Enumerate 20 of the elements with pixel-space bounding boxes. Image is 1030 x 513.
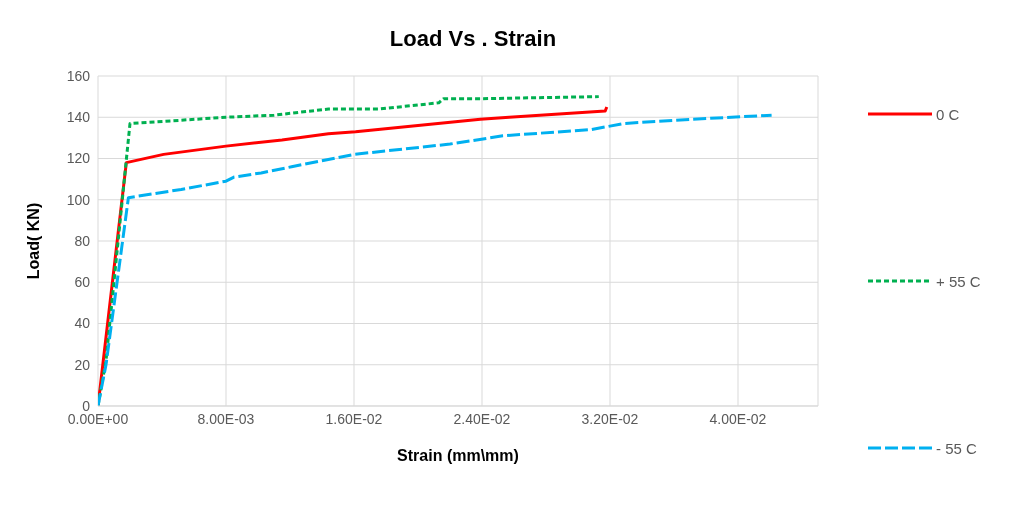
x-tick-label: 1.60E-02 [325, 410, 383, 427]
y-tick-label: 160 [66, 67, 91, 84]
legend-label: - 55 C [936, 439, 977, 457]
x-tick-label: 3.20E-02 [581, 410, 639, 427]
x-tick-label: 2.40E-02 [453, 410, 511, 427]
x-tick-label: 4.00E-02 [709, 410, 767, 427]
x-tick-label: 8.00E-03 [197, 410, 255, 427]
y-tick-label: 140 [66, 109, 91, 126]
y-tick-label: 20 [74, 356, 91, 373]
y-tick-label: 120 [66, 150, 91, 167]
y-tick-label: 60 [74, 274, 91, 291]
y-tick-label: 100 [66, 191, 91, 208]
y-tick-label: 80 [74, 232, 91, 249]
chart-title: Load Vs . Strain [388, 25, 558, 53]
y-tick-label: 40 [74, 315, 91, 332]
legend-label: + 55 C [936, 272, 981, 290]
line-series [98, 113, 774, 406]
legend-label: 0 C [936, 105, 960, 123]
y-axis-title: Load( KN) [24, 202, 42, 280]
x-axis-title: Strain (mm\mm) [397, 447, 519, 464]
